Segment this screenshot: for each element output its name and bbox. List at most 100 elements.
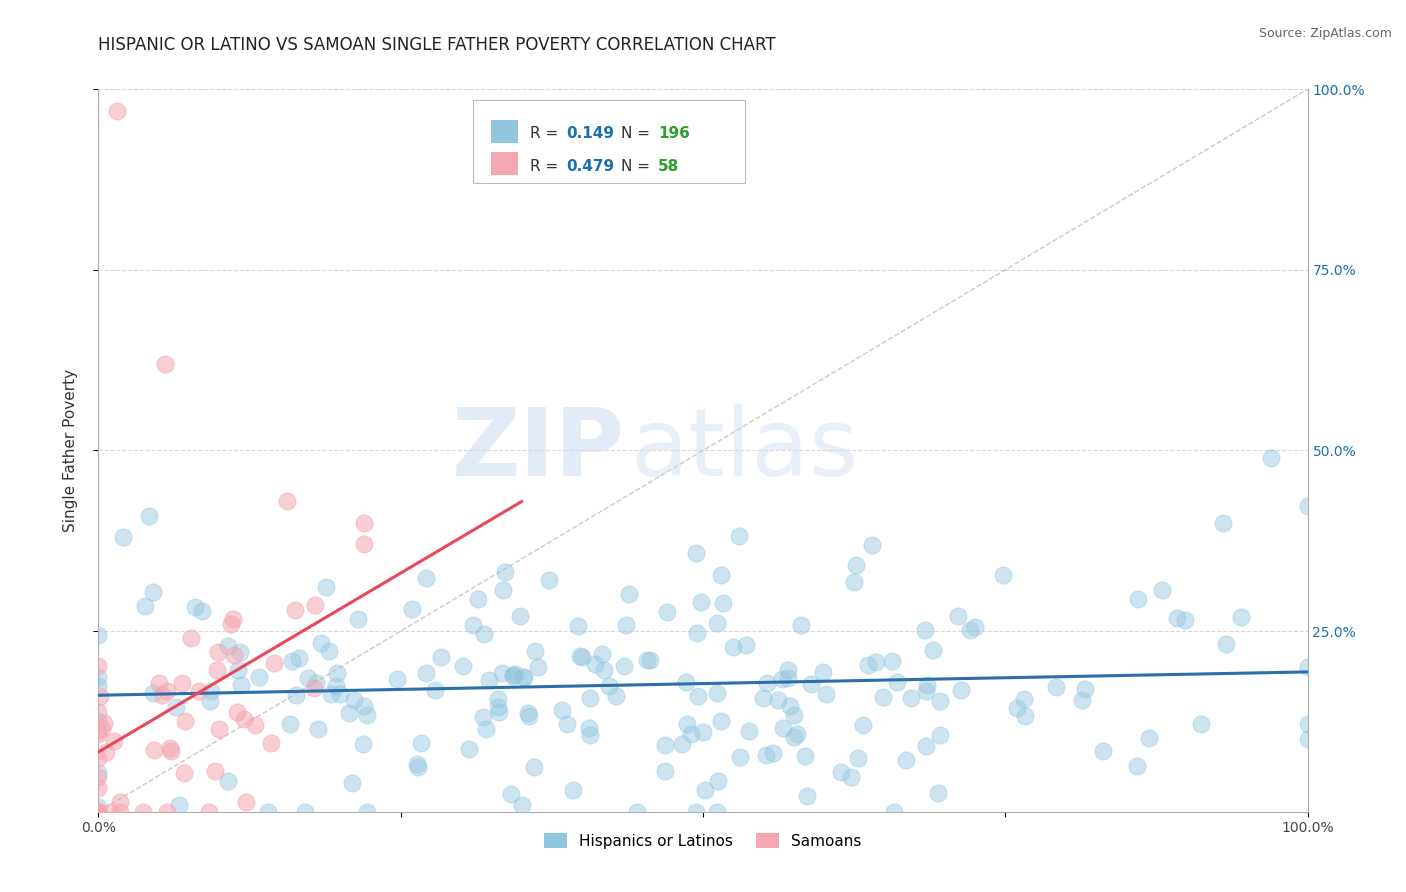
Point bbox=[654, 738, 676, 752]
Point bbox=[235, 795, 257, 809]
Point bbox=[458, 741, 481, 756]
Point bbox=[654, 764, 676, 778]
Point bbox=[527, 660, 550, 674]
Point bbox=[294, 805, 316, 819]
Point bbox=[304, 598, 326, 612]
Point bbox=[513, 670, 536, 684]
Point bbox=[87, 805, 110, 819]
Point bbox=[1166, 611, 1188, 625]
Point bbox=[87, 805, 110, 819]
Text: N =: N = bbox=[621, 159, 655, 174]
Point bbox=[685, 805, 707, 819]
Point bbox=[492, 582, 515, 597]
Point bbox=[302, 681, 325, 696]
Text: R =: R = bbox=[530, 127, 564, 142]
FancyBboxPatch shape bbox=[492, 120, 517, 143]
Point bbox=[200, 684, 222, 698]
Point bbox=[782, 731, 804, 745]
Point bbox=[472, 710, 495, 724]
Point bbox=[655, 606, 678, 620]
Point bbox=[207, 645, 229, 659]
Point bbox=[1174, 613, 1197, 627]
Point bbox=[523, 760, 546, 774]
Point bbox=[706, 616, 728, 631]
Point bbox=[1191, 717, 1213, 731]
Point bbox=[180, 631, 202, 645]
Point bbox=[1126, 592, 1149, 607]
Point bbox=[156, 805, 179, 819]
Point bbox=[1005, 700, 1028, 714]
Point bbox=[173, 765, 195, 780]
Point bbox=[204, 764, 226, 778]
Point bbox=[415, 571, 437, 585]
Point bbox=[1045, 680, 1067, 694]
Point bbox=[626, 805, 648, 819]
Point bbox=[406, 756, 429, 771]
Point bbox=[711, 596, 734, 610]
Point bbox=[326, 665, 349, 680]
Point bbox=[285, 688, 308, 702]
FancyBboxPatch shape bbox=[474, 100, 745, 183]
Y-axis label: Single Father Poverty: Single Father Poverty bbox=[63, 369, 77, 532]
Point bbox=[222, 612, 245, 626]
Point bbox=[325, 679, 347, 693]
Point bbox=[256, 805, 278, 819]
Point bbox=[170, 676, 193, 690]
Legend: Hispanics or Latinos, Samoans: Hispanics or Latinos, Samoans bbox=[538, 827, 868, 855]
Point bbox=[408, 760, 430, 774]
Point bbox=[856, 658, 879, 673]
Point bbox=[786, 726, 808, 740]
Point bbox=[860, 538, 883, 552]
Point bbox=[800, 677, 823, 691]
Point bbox=[772, 721, 794, 735]
Point bbox=[555, 717, 578, 731]
Point bbox=[87, 679, 110, 693]
Point bbox=[613, 658, 636, 673]
Point bbox=[690, 595, 713, 609]
Point bbox=[686, 626, 709, 640]
Point bbox=[755, 747, 778, 762]
Point bbox=[949, 683, 972, 698]
Point bbox=[915, 739, 938, 753]
Point bbox=[794, 748, 817, 763]
Point bbox=[415, 666, 437, 681]
Text: R =: R = bbox=[530, 159, 564, 174]
Point bbox=[846, 751, 869, 765]
Point bbox=[929, 728, 952, 742]
Point bbox=[915, 683, 938, 698]
Point bbox=[183, 600, 205, 615]
Point bbox=[686, 689, 709, 703]
Point bbox=[87, 670, 110, 684]
Point bbox=[87, 628, 110, 642]
Point bbox=[790, 618, 813, 632]
Point bbox=[280, 717, 302, 731]
Point bbox=[231, 678, 253, 692]
Point bbox=[87, 724, 110, 739]
Point bbox=[87, 805, 110, 819]
Point bbox=[770, 672, 793, 686]
Text: 196: 196 bbox=[658, 127, 690, 142]
Point bbox=[756, 676, 779, 690]
Point bbox=[329, 687, 352, 701]
Point bbox=[353, 537, 375, 551]
Point bbox=[617, 587, 640, 601]
Point bbox=[865, 655, 887, 669]
Point bbox=[591, 648, 613, 662]
Point bbox=[796, 789, 818, 804]
Point bbox=[929, 694, 952, 708]
Point bbox=[762, 746, 785, 760]
Point bbox=[550, 703, 572, 717]
Point bbox=[882, 654, 904, 668]
Point bbox=[1137, 731, 1160, 745]
Point bbox=[815, 687, 838, 701]
Text: Source: ZipAtlas.com: Source: ZipAtlas.com bbox=[1258, 27, 1392, 40]
Point bbox=[87, 751, 110, 765]
Point bbox=[87, 805, 110, 819]
Point bbox=[309, 635, 332, 649]
Point bbox=[173, 714, 195, 728]
Point bbox=[208, 723, 231, 737]
Point bbox=[636, 652, 658, 666]
Point bbox=[165, 699, 187, 714]
Point bbox=[571, 649, 593, 664]
Point bbox=[321, 687, 343, 701]
